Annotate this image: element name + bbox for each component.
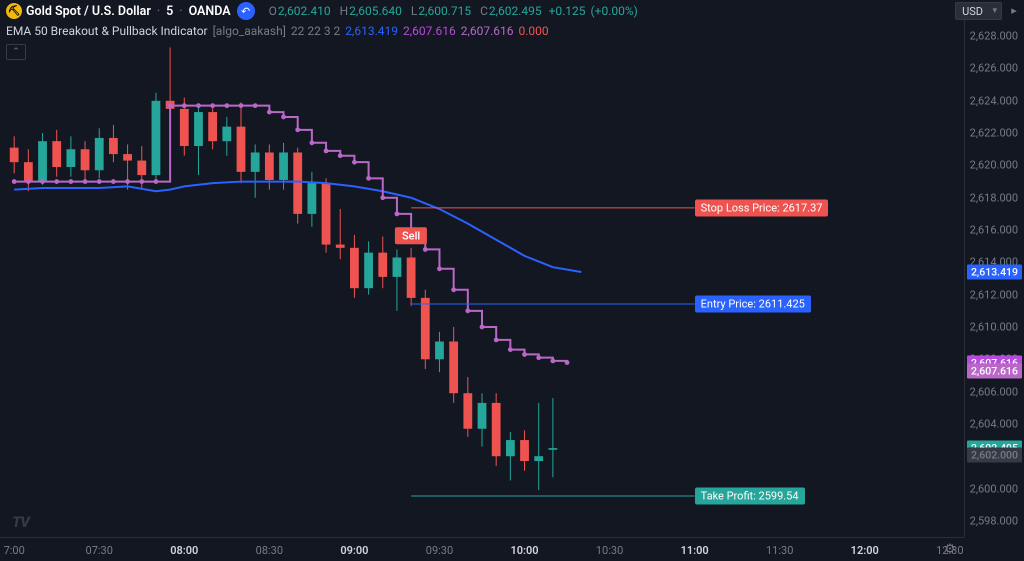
interval-label[interactable]: 5 [166, 4, 173, 19]
sep: · [157, 4, 160, 19]
chart-svg [0, 20, 964, 537]
y-axis[interactable]: 2,598.000 2,600.000 2,602.000 2,604.000 2,60… [964, 20, 1024, 537]
symbol-icon: ⛏ [6, 3, 22, 19]
y-tick: 2,610.000 [970, 320, 1018, 333]
y-tick: 2,624.000 [970, 94, 1018, 107]
x-tick: 11:30 [766, 544, 793, 557]
ohlc-open: 2,602.410 [278, 4, 331, 18]
x-tick: 10:30 [596, 544, 623, 557]
y-tick: 2,612.000 [970, 288, 1018, 301]
sep: · [179, 4, 182, 19]
y-tick: 2,626.000 [970, 62, 1018, 75]
scroll-right-icon[interactable]: ▸ [1006, 2, 1022, 18]
currency-select[interactable]: USD [955, 2, 1002, 20]
x-tick: 7:00 [4, 544, 25, 557]
y-tick: 2,622.000 [970, 127, 1018, 140]
symbol-title[interactable]: Gold Spot / U.S. Dollar [26, 4, 151, 19]
chart-header: ⛏ Gold Spot / U.S. Dollar · 5 · OANDA ↶ … [0, 0, 1024, 22]
y-tick: 2,604.000 [970, 417, 1018, 430]
take-profit-label: Take Profit: 2599.54 [695, 487, 805, 504]
watermark-icon: TV [12, 513, 29, 531]
y-tick: 2,620.000 [970, 159, 1018, 172]
y-tick: 2,628.000 [970, 30, 1018, 43]
ohlc-low: 2,600.715 [418, 4, 471, 18]
x-tick: 07:30 [86, 544, 113, 557]
ohlc-chg: +0.125 [549, 4, 586, 18]
undo-button[interactable]: ↶ [237, 2, 255, 20]
stop-loss-label: Stop Loss Price: 2617.37 [695, 199, 829, 216]
y-price-label: 2,607.616 [967, 363, 1022, 378]
y-tick: 2,598.000 [970, 514, 1018, 527]
x-tick: 08:30 [256, 544, 283, 557]
x-tick: 09:30 [426, 544, 453, 557]
y-tick: 2,618.000 [970, 191, 1018, 204]
ohlc-row: O2,602.410 H2,605.640 L2,600.715 C2,602.… [263, 4, 638, 18]
ohlc-high: 2,605.640 [349, 4, 402, 18]
x-tick: 08:00 [170, 544, 198, 557]
entry-price-label: Entry Price: 2611.425 [695, 295, 811, 312]
y-price-label: 2,613.419 [967, 264, 1022, 279]
ohlc-pct: (+0.00%) [591, 4, 638, 18]
sell-badge: Sell [395, 227, 427, 244]
x-tick: 12:00 [851, 544, 879, 557]
y-tick: 2,616.000 [970, 224, 1018, 237]
chart-plot[interactable]: Stop Loss Price: 2617.37 Entry Price: 261… [0, 20, 964, 537]
ohlc-close: 2,602.495 [489, 4, 542, 18]
y-tick: 2,600.000 [970, 482, 1018, 495]
y-price-label: 2,602.000 [967, 447, 1022, 462]
x-tick: 11:00 [681, 544, 709, 557]
y-tick: 2,606.000 [970, 385, 1018, 398]
x-axis[interactable]: 7:00 07:30 08:00 08:30 09:00 09:30 10:00 10:30 1… [0, 537, 964, 561]
chart-root: ⛏ Gold Spot / U.S. Dollar · 5 · OANDA ↶ … [0, 0, 1024, 561]
x-tick: 09:00 [340, 544, 368, 557]
settings-icon[interactable]: ⚙ [942, 541, 958, 557]
provider-label: OANDA [189, 4, 231, 19]
x-tick: 10:00 [510, 544, 538, 557]
